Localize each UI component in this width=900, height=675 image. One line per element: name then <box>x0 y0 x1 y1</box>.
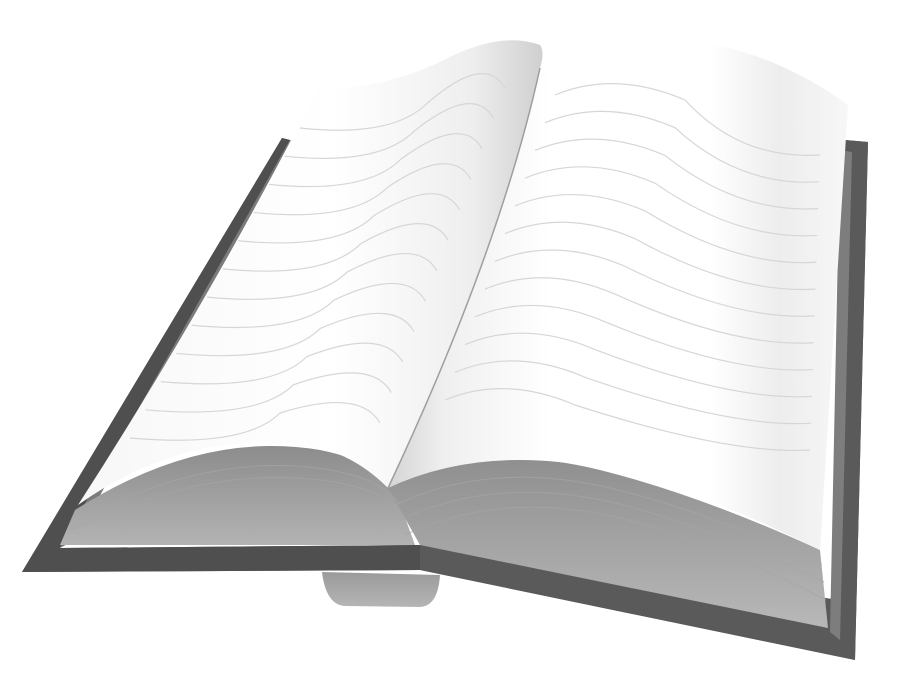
left-page-line <box>207 253 438 300</box>
page-stack-right <box>388 458 828 628</box>
cover-left-board <box>22 138 420 572</box>
right-page-line <box>554 83 821 156</box>
left-page-line <box>191 282 426 329</box>
right-page-line <box>514 194 817 264</box>
right-page-line <box>444 388 811 452</box>
right-page-line <box>484 277 814 344</box>
right-page-ruled-lines <box>444 83 821 452</box>
page-stack-stripes <box>69 465 827 601</box>
cover-right-edge <box>830 150 852 640</box>
left-page-line <box>129 402 381 441</box>
right-page-line <box>454 360 811 425</box>
left-page-line <box>284 103 495 159</box>
right-page-line <box>524 166 818 237</box>
left-page-line <box>145 372 392 413</box>
left-page <box>78 40 543 505</box>
right-page-line <box>464 332 812 398</box>
left-page-line <box>238 193 461 244</box>
left-page-line <box>253 163 472 216</box>
right-page-line <box>494 249 815 317</box>
right-page-line <box>474 304 813 371</box>
right-page-line <box>544 110 820 183</box>
left-page-line <box>222 223 449 272</box>
left-page-line <box>269 133 483 188</box>
page-stack-left <box>60 446 415 545</box>
right-page-line <box>504 221 816 291</box>
left-page-line <box>299 73 506 131</box>
left-page-ruled-lines <box>129 73 506 441</box>
left-page-line <box>160 342 404 385</box>
right-page-line <box>534 138 819 210</box>
left-page-line <box>176 312 415 357</box>
spine-fold-line <box>387 67 541 489</box>
spine-tab <box>322 572 440 607</box>
